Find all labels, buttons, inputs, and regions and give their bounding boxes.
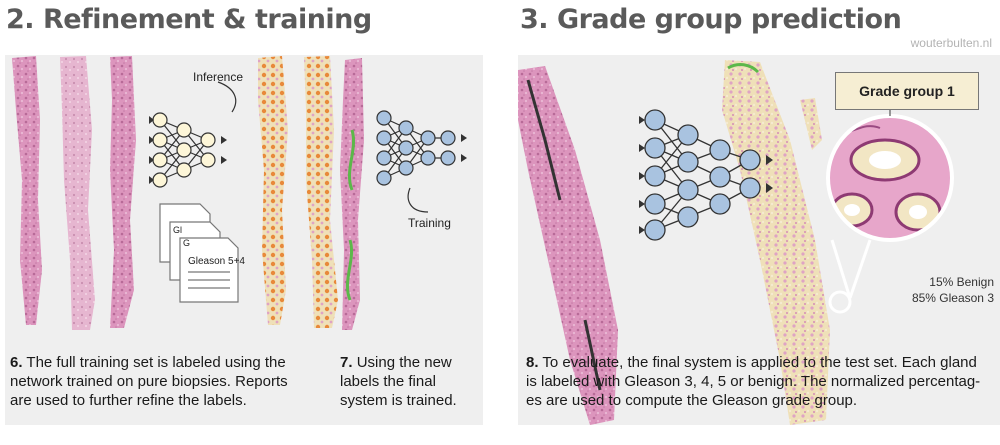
neural-network-icon: [149, 112, 227, 188]
inference-label: Inference: [193, 70, 244, 84]
caption-step6: 6. The full training set is labeled usin…: [10, 353, 330, 410]
step7-line1: Using the new: [356, 354, 452, 371]
caption-step7: 7. Using the new labels the final system…: [340, 353, 480, 410]
report-mid-label: G: [183, 238, 191, 248]
grade-group-box: Grade group 1: [835, 72, 979, 110]
magnifier-inset: [826, 110, 954, 314]
step7-line2: labels the final: [340, 373, 436, 390]
title-refinement-training: 2. Refinement & training: [6, 4, 372, 35]
step7-number: 7.: [340, 354, 353, 371]
neural-network-prediction-icon: [639, 109, 773, 241]
neural-network-training-icon: [376, 110, 467, 186]
percent-gleason3: 85% Gleason 3: [911, 291, 994, 305]
step8-line2: is labeled with Gleason 3, 4, 5 or benig…: [526, 373, 981, 390]
step8-line1: To evaluate, the final system is applied…: [542, 354, 977, 371]
step8-number: 8.: [526, 354, 539, 371]
percent-benign: 15% Benign: [929, 275, 994, 289]
caption-step8: 8. To evaluate, the final system is appl…: [526, 353, 996, 410]
biopsy-cores-labeled: [258, 56, 364, 330]
step8-line3: es are used to compute the Gleason grade…: [526, 392, 858, 409]
training-arrow: [407, 187, 429, 213]
inference-arrow: [217, 81, 237, 113]
training-label: Training: [408, 216, 451, 230]
step7-line3: system is trained.: [340, 392, 457, 409]
title-grade-group-prediction: 3. Grade group prediction: [520, 4, 902, 35]
step6-line3: are used to further refine the labels.: [10, 392, 247, 409]
step6-number: 6.: [10, 354, 23, 371]
report-back-label: Gl: [173, 225, 182, 235]
grade-group-label: Grade group 1: [859, 83, 955, 99]
step6-line2: network trained on pure biopsies. Report…: [10, 373, 288, 390]
report-document-icon: [159, 203, 239, 303]
step6-line1: The full training set is labeled using t…: [26, 354, 286, 371]
biopsy-cores-raw: [12, 56, 136, 330]
report-front-label: Gleason 5+4: [188, 256, 245, 267]
watermark: wouterbulten.nl: [910, 36, 992, 50]
